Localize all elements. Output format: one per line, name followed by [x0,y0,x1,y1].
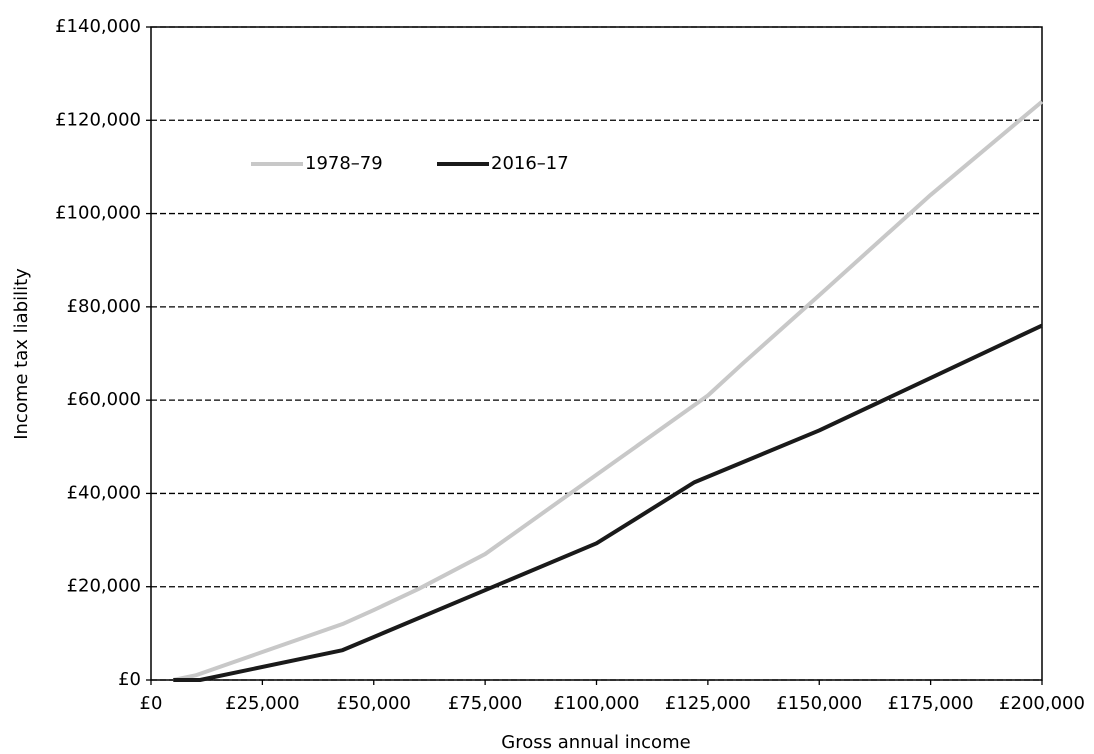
y-tick-label: £80,000 [67,296,141,317]
x-tick-label: £25,000 [225,693,299,714]
x-tick-label: £100,000 [554,693,640,714]
y-tick-label: £140,000 [55,16,141,37]
line [172,100,1044,682]
x-tick-label: £50,000 [337,693,411,714]
y-tick-label: £0 [118,669,141,690]
legend-label: 2016–17 [491,153,569,174]
plot-frame [150,26,1043,681]
y-tick-label: £60,000 [67,389,141,410]
y-tick-label: £120,000 [55,109,141,130]
y-tick-label: £20,000 [67,576,141,597]
y-tick-label: £100,000 [55,203,141,224]
y-tick-label: £40,000 [67,482,141,503]
line [173,323,1043,682]
legend-label: 1978–79 [305,153,383,174]
x-tick-label: £175,000 [888,693,974,714]
x-tick-label: £200,000 [999,693,1085,714]
x-tick-label: £150,000 [776,693,862,714]
x-tick-label: £125,000 [665,693,751,714]
x-tick-label: £75,000 [448,693,522,714]
x-axis-label: Gross annual income [501,732,690,753]
y-axis-label: Income tax liability [11,268,32,440]
x-tick-label: £0 [140,693,163,714]
